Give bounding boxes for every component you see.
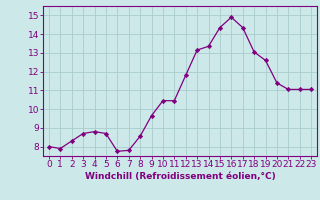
X-axis label: Windchill (Refroidissement éolien,°C): Windchill (Refroidissement éolien,°C): [84, 172, 276, 181]
